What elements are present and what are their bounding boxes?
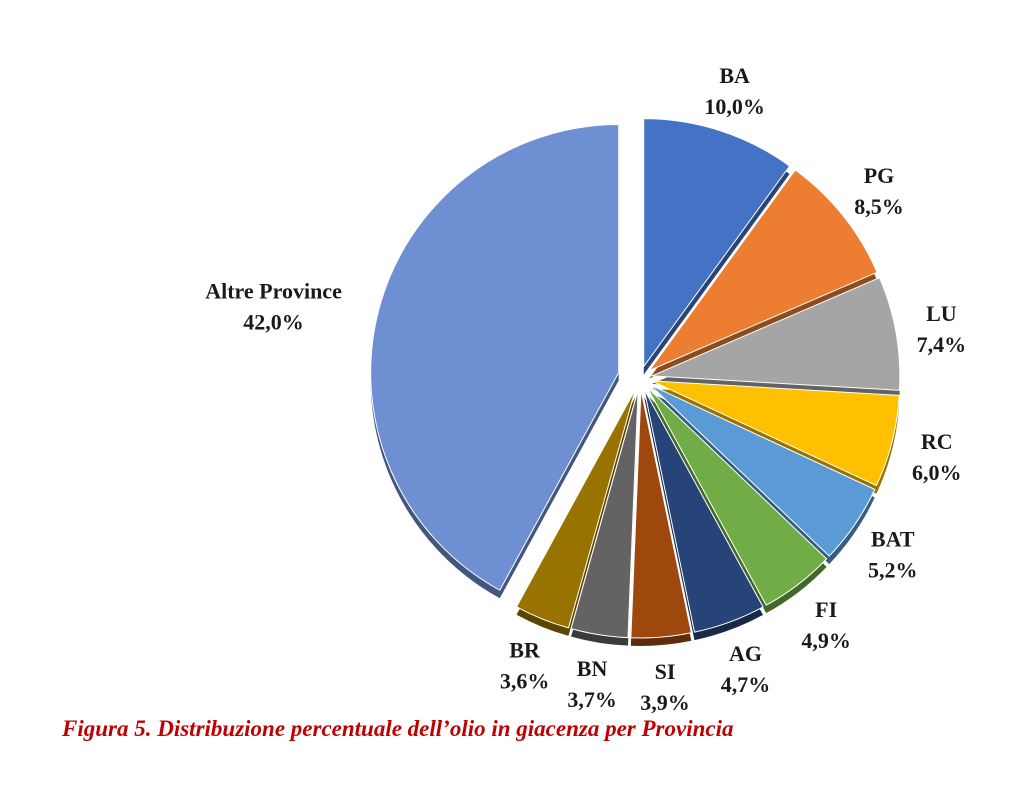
slice-label: BAT <box>871 527 915 552</box>
slice-label: SI <box>655 659 676 684</box>
slice-label: Altre Province <box>205 278 342 303</box>
slice-value-label: 10,0% <box>704 94 765 119</box>
slice <box>651 380 900 487</box>
slice <box>630 389 692 639</box>
slice <box>515 388 636 629</box>
slice-label: BR <box>509 637 541 662</box>
slice <box>570 389 639 639</box>
slice-label: AG <box>729 641 762 666</box>
slice-value-label: 7,4% <box>917 332 967 357</box>
slice <box>643 389 764 633</box>
slice-label: BN <box>577 656 608 681</box>
slice-value-label: 3,7% <box>567 687 617 712</box>
slice <box>370 124 620 591</box>
slice-label: LU <box>926 301 957 326</box>
pie <box>370 118 901 646</box>
slice-value-label: 3,9% <box>640 690 690 715</box>
caption: Figura 5. Distribuzione percentuale dell… <box>61 716 734 741</box>
slice <box>647 169 878 372</box>
slice-value-label: 42,0% <box>243 309 304 334</box>
slice <box>643 118 791 369</box>
slice-label: RC <box>921 429 953 454</box>
slice <box>651 277 901 391</box>
slice-label: FI <box>815 597 837 622</box>
slice <box>649 384 876 557</box>
slice-value-label: 3,6% <box>500 668 550 693</box>
slice-value-label: 5,2% <box>868 558 918 583</box>
slice <box>646 387 828 606</box>
slice-value-label: 6,0% <box>912 460 962 485</box>
slice-value-label: 4,9% <box>801 628 851 653</box>
slice-label: BA <box>719 63 750 88</box>
slice-label: PG <box>864 163 895 188</box>
slice-value-label: 4,7% <box>721 672 771 697</box>
slice-value-label: 8,5% <box>854 194 904 219</box>
